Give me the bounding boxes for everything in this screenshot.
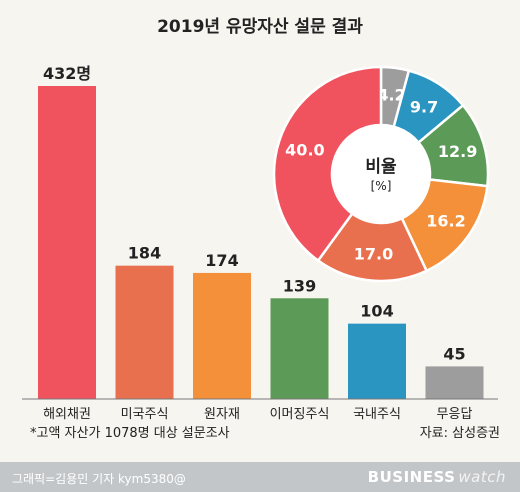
slice-label: 12.9: [438, 142, 477, 161]
category-label: 미국주식: [121, 407, 169, 422]
bar-2: [115, 265, 174, 399]
bar-5: [348, 323, 406, 399]
source-note: 자료: 삼성증권: [420, 426, 500, 441]
slice-label: 4.2: [377, 86, 405, 105]
bar-1: [38, 86, 96, 399]
donut-hole: [333, 126, 429, 222]
bar-4: [270, 298, 329, 399]
slice-label: 17.0: [354, 245, 393, 264]
graphic-credit: 그래픽=김용민 기자 kym5380@: [12, 472, 186, 486]
donut-center-unit: [%]: [371, 179, 392, 193]
businesswatch-logo: BUSINESS watch: [368, 468, 506, 486]
slice-label: 16.2: [426, 212, 465, 231]
chart-title: 2019년 유망자산 설문 결과: [157, 17, 363, 37]
bar-value-label: 432명: [43, 64, 91, 83]
logo-sub: watch: [458, 468, 506, 486]
donut-chart: 4.2 9.7 12.9 16.2 17.0 40.0 비율 [%]: [272, 65, 490, 283]
donut-slice-5: [316, 211, 429, 283]
bar-6: [425, 366, 484, 399]
logo-main: BUSINESS: [367, 468, 456, 486]
slice-label: 9.7: [410, 98, 438, 117]
slice-label: 40.0: [285, 140, 324, 159]
bar-value-label: 184: [128, 244, 161, 263]
category-label: 해외채권: [43, 407, 91, 422]
bar-value-label: 139: [283, 276, 316, 295]
bar-value-label: 45: [443, 344, 465, 363]
bar-value-label: 174: [205, 251, 238, 270]
donut-slice-6: [272, 65, 383, 263]
category-label: 이머징주식: [270, 407, 330, 422]
footer-bar: 그래픽=김용민 기자 kym5380@ BUSINESS watch: [0, 462, 520, 492]
category-label: 국내주식: [353, 407, 401, 422]
footnote: *고액 자산가 1078명 대상 설문조사: [30, 426, 230, 441]
bar-3: [193, 272, 251, 399]
bar-value-label: 104: [360, 302, 393, 321]
category-label: 무응답: [437, 407, 473, 422]
donut-center-label: 비율: [365, 157, 397, 177]
category-label: 원자재: [204, 407, 240, 422]
